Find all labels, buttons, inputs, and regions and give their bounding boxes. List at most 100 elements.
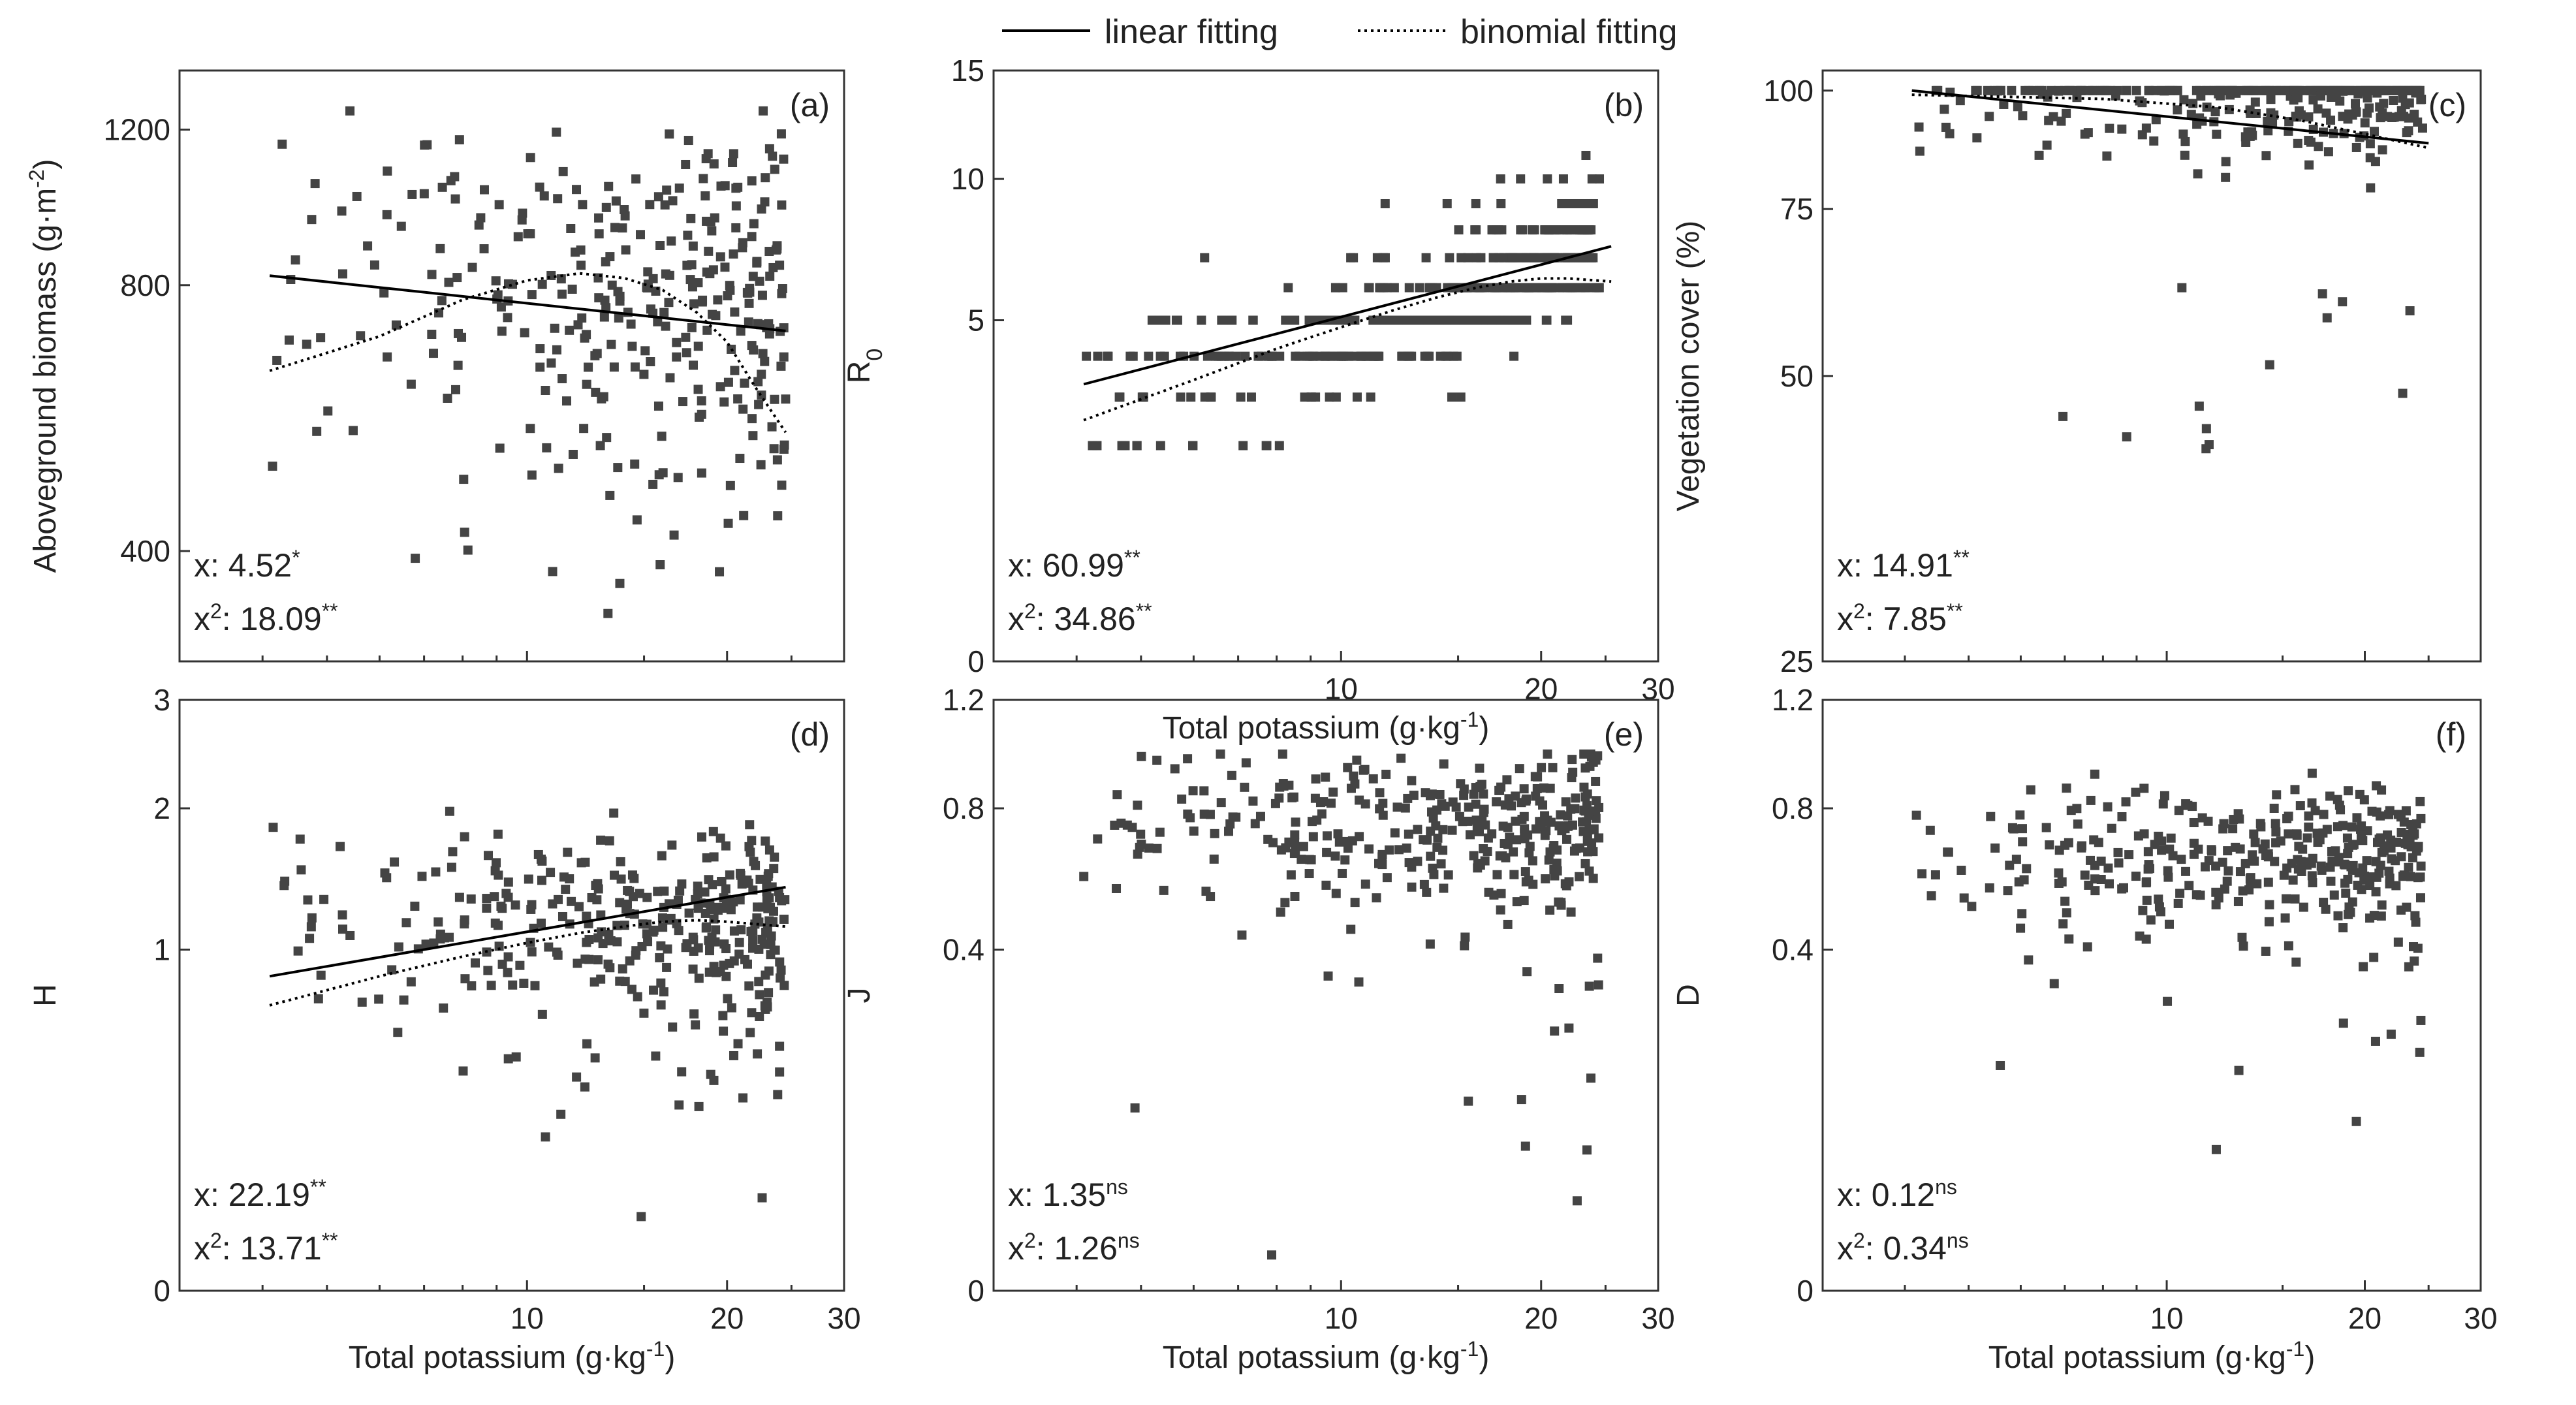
data-point: [458, 1066, 468, 1076]
data-point: [2011, 855, 2021, 864]
data-point: [2415, 797, 2425, 806]
data-point: [661, 269, 670, 279]
data-point: [1351, 351, 1360, 361]
data-point: [1567, 755, 1577, 765]
data-point: [613, 463, 623, 473]
data-point: [453, 360, 463, 370]
data-point: [2019, 875, 2029, 885]
data-point: [1366, 392, 1375, 402]
data-point: [1117, 441, 1127, 450]
data-point: [1219, 351, 1229, 361]
data-point: [2090, 886, 2100, 896]
data-point: [2413, 943, 2423, 953]
data-point: [1456, 392, 1466, 402]
x-tick-label-f: 20: [2348, 1301, 2381, 1335]
data-point: [1494, 253, 1504, 262]
data-point: [1289, 849, 1299, 859]
data-point: [2293, 138, 2302, 148]
data-point: [1496, 782, 1506, 792]
data-point: [2141, 123, 2151, 133]
data-point: [745, 820, 755, 830]
data-point: [2111, 91, 2121, 101]
data-point: [1511, 791, 1520, 801]
data-point: [520, 328, 529, 338]
data-point: [653, 317, 663, 326]
data-point: [454, 892, 464, 902]
data-point: [694, 973, 704, 983]
data-point: [2189, 817, 2199, 827]
stat-significance: **: [322, 1229, 338, 1252]
data-point: [2180, 136, 2190, 146]
data-point: [1999, 99, 2009, 109]
data-point: [2327, 856, 2337, 866]
data-point: [2295, 801, 2305, 811]
data-point: [747, 176, 757, 186]
data-point: [1566, 907, 1576, 917]
linear-fit-line: [269, 274, 786, 332]
data-point: [702, 325, 712, 335]
data-point: [630, 362, 640, 372]
data-point: [2072, 804, 2082, 813]
data-point: [2062, 108, 2071, 118]
data-point: [2359, 962, 2368, 971]
data-point: [594, 213, 604, 223]
data-point: [2343, 874, 2353, 884]
data-point: [1911, 810, 1921, 820]
data-point: [747, 232, 757, 242]
data-point: [393, 1028, 403, 1037]
data-point: [2376, 860, 2385, 870]
data-point: [2405, 306, 2415, 316]
data-point: [683, 230, 693, 240]
data-point: [747, 341, 757, 351]
data-point: [657, 851, 667, 860]
data-point: [431, 867, 441, 877]
data-point: [1579, 782, 1589, 792]
data-point: [582, 911, 591, 921]
data-point: [614, 313, 623, 323]
data-point: [554, 464, 563, 473]
x-tick-label-d: 30: [827, 1301, 860, 1335]
data-point: [2333, 911, 2343, 921]
data-point: [417, 872, 427, 881]
data-point: [667, 236, 676, 246]
data-point: [421, 939, 431, 949]
data-point: [1327, 351, 1337, 361]
data-point: [699, 174, 708, 183]
data-point: [1592, 283, 1601, 292]
data-point: [2054, 868, 2064, 878]
data-point: [2184, 881, 2194, 891]
data-point: [630, 459, 640, 469]
data-point: [2417, 123, 2427, 133]
stat-significance: **: [322, 599, 338, 623]
data-point: [642, 892, 652, 902]
data-point: [1200, 253, 1210, 262]
data-point: [2307, 768, 2317, 778]
data-point: [715, 252, 725, 262]
data-point: [2356, 86, 2366, 95]
data-point: [609, 808, 619, 818]
data-point: [2401, 806, 2411, 815]
data-point: [496, 302, 506, 312]
data-point: [1154, 315, 1163, 325]
data-point: [2151, 115, 2161, 125]
data-point: [2276, 836, 2285, 846]
data-point: [688, 964, 698, 974]
y-tick-label-a: 1200: [104, 113, 170, 147]
data-point: [592, 895, 602, 905]
data-point: [677, 879, 687, 889]
data-point: [1132, 441, 1142, 450]
data-point: [1562, 315, 1572, 325]
linear-fit-line: [1083, 245, 1612, 386]
x-axis-title-sup: -1: [646, 1337, 665, 1361]
data-point: [2369, 127, 2379, 136]
data-point: [374, 994, 384, 1004]
data-point: [1338, 868, 1347, 878]
data-point: [683, 136, 693, 146]
data-point: [2290, 894, 2300, 904]
linear-fit-line: [269, 885, 786, 978]
data-point: [2384, 866, 2394, 876]
data-point: [2263, 126, 2273, 136]
data-point: [492, 858, 501, 868]
data-point: [642, 929, 652, 939]
data-point: [2369, 911, 2379, 921]
